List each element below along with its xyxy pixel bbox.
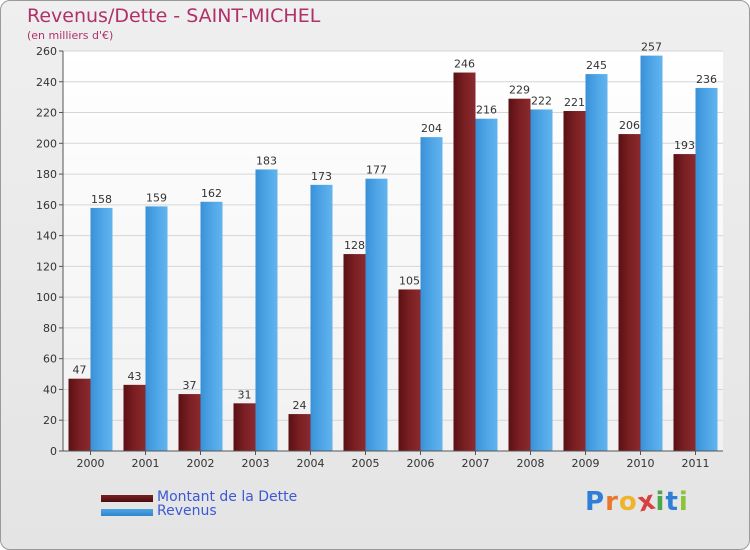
chart-title: Revenus/Dette - SAINT-MICHEL — [27, 5, 321, 27]
data-label-debt: 229 — [509, 84, 530, 97]
logo-letter: i — [655, 487, 666, 517]
logo-letter: o — [618, 487, 638, 517]
chart-subtitle: (en milliers d'€) — [27, 29, 114, 42]
data-label-debt: 128 — [344, 239, 365, 252]
plot-area — [63, 51, 723, 451]
y-tick-label: 220 — [36, 107, 57, 120]
data-label-revenue: 173 — [311, 170, 332, 183]
x-tick-label: 2007 — [462, 457, 490, 470]
bar-debt — [123, 384, 146, 451]
bar-revenue — [145, 206, 168, 451]
data-label-revenue: 183 — [256, 154, 277, 167]
bar-debt — [618, 134, 641, 452]
y-tick-label: 20 — [43, 414, 57, 427]
data-label-debt: 31 — [238, 388, 252, 401]
y-tick-label: 260 — [36, 45, 57, 58]
logo-letter: P — [585, 487, 606, 517]
bar-revenue — [200, 201, 223, 451]
bar-revenue — [640, 55, 663, 451]
bar-revenue — [695, 87, 718, 451]
data-label-debt: 246 — [454, 58, 475, 71]
y-tick-label: 140 — [36, 230, 57, 243]
bar-debt — [178, 394, 201, 451]
data-label-revenue: 204 — [421, 122, 442, 135]
legend-label-revenue: Revenus — [157, 503, 217, 519]
data-label-debt: 43 — [128, 370, 142, 383]
y-tick-label: 100 — [36, 291, 57, 304]
y-tick-label: 200 — [36, 137, 57, 150]
logo-letter: t — [665, 487, 679, 517]
data-label-revenue: 216 — [476, 104, 497, 117]
x-tick-label: 2006 — [407, 457, 435, 470]
x-tick-label: 2001 — [132, 457, 160, 470]
data-label-revenue: 257 — [641, 41, 662, 54]
bar-debt — [673, 154, 696, 452]
bar-revenue — [530, 109, 553, 451]
bar-revenue — [310, 184, 333, 451]
x-tick-label: 2000 — [77, 457, 105, 470]
y-tick-label: 60 — [43, 353, 57, 366]
bar-revenue — [420, 137, 443, 451]
data-label-revenue: 177 — [366, 164, 387, 177]
data-label-debt: 47 — [73, 364, 87, 377]
proxiti-logo: Proxiti — [585, 485, 689, 518]
x-tick-label: 2004 — [297, 457, 325, 470]
y-tick-label: 80 — [43, 322, 57, 335]
data-label-revenue: 236 — [696, 73, 717, 86]
bar-revenue — [90, 207, 113, 451]
bar-revenue — [365, 178, 388, 451]
x-tick-label: 2002 — [187, 457, 215, 470]
legend-swatch-debt — [101, 495, 153, 502]
y-tick-label: 240 — [36, 76, 57, 89]
bar-debt — [288, 414, 311, 451]
bar-debt — [233, 403, 256, 451]
x-tick-label: 2003 — [242, 457, 270, 470]
x-tick-label: 2010 — [627, 457, 655, 470]
logo-letter: i — [678, 487, 689, 517]
bar-debt — [343, 254, 366, 451]
bar-revenue — [585, 74, 608, 452]
data-label-debt: 221 — [564, 96, 585, 109]
data-label-debt: 37 — [183, 379, 197, 392]
data-label-revenue: 158 — [91, 193, 112, 206]
bar-debt — [68, 378, 91, 451]
bar-revenue — [475, 118, 498, 451]
data-label-revenue: 162 — [201, 187, 222, 200]
data-label-debt: 105 — [399, 274, 420, 287]
x-tick-label: 2011 — [682, 457, 710, 470]
x-tick-label: 2005 — [352, 457, 380, 470]
bar-revenue — [255, 169, 278, 451]
legend-swatch-revenue — [101, 509, 153, 516]
y-tick-label: 180 — [36, 168, 57, 181]
data-label-debt: 24 — [293, 399, 307, 412]
y-tick-label: 160 — [36, 199, 57, 212]
y-tick-label: 40 — [43, 383, 57, 396]
data-label-debt: 193 — [674, 139, 695, 152]
x-tick-label: 2009 — [572, 457, 600, 470]
bar-debt — [508, 98, 531, 451]
bar-debt — [453, 72, 476, 452]
legend-label-debt: Montant de la Dette — [157, 489, 298, 505]
bar-debt — [563, 111, 586, 451]
logo-letter: r — [605, 487, 619, 517]
data-label-debt: 206 — [619, 119, 640, 132]
data-label-revenue: 222 — [531, 94, 552, 107]
data-label-revenue: 159 — [146, 191, 167, 204]
y-tick-label: 120 — [36, 260, 57, 273]
bar-debt — [398, 289, 421, 451]
data-label-revenue: 245 — [586, 59, 607, 72]
y-tick-label: 0 — [50, 445, 57, 458]
x-tick-label: 2008 — [517, 457, 545, 470]
